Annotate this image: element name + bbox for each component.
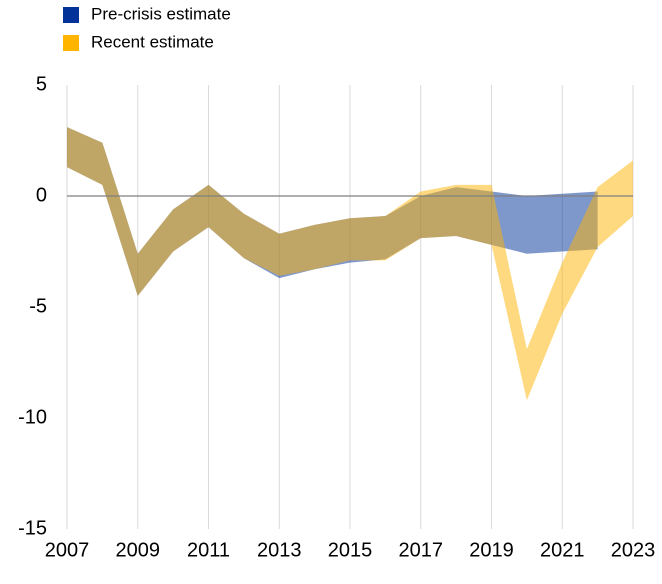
legend-label: Recent estimate bbox=[91, 32, 214, 51]
legend-swatch bbox=[63, 7, 79, 23]
x-tick-label: 2011 bbox=[187, 539, 230, 561]
x-tick-label: 2021 bbox=[540, 539, 585, 561]
y-tick-label: -10 bbox=[18, 406, 47, 428]
y-tick-label: -5 bbox=[29, 295, 47, 317]
x-tick-label: 2019 bbox=[469, 539, 514, 561]
x-tick-label: 2015 bbox=[328, 539, 373, 561]
y-tick-label: 0 bbox=[36, 184, 47, 206]
legend-label: Pre-crisis estimate bbox=[91, 4, 231, 23]
y-tick-label: 5 bbox=[36, 73, 47, 95]
x-tick-label: 2009 bbox=[116, 539, 161, 561]
x-tick-label: 2013 bbox=[257, 539, 302, 561]
x-tick-label: 2023 bbox=[611, 539, 656, 561]
x-tick-label: 2017 bbox=[399, 539, 444, 561]
y-tick-label: -15 bbox=[18, 517, 47, 539]
legend-swatch bbox=[63, 35, 79, 51]
x-tick-label: 2007 bbox=[45, 539, 90, 561]
